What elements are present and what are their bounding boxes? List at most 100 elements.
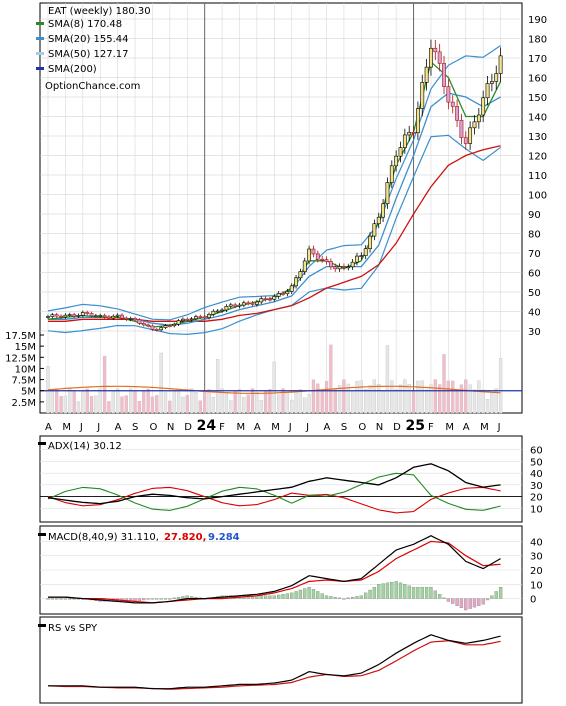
volume-bar [76,401,81,414]
volume-bar [246,394,250,414]
volume-bar [468,384,472,414]
macd-histogram-bar [63,598,68,600]
volume-bar [94,395,98,414]
price-tick-label: 100 [528,191,547,202]
macd-lines [48,535,501,604]
volume-bar [390,380,394,414]
macd-histogram-bar [394,581,398,599]
volume-bar [168,400,172,414]
volume-bar [133,391,137,414]
macd-histogram-bar [438,594,442,599]
volume-bar [268,389,272,414]
candle-body [359,255,364,257]
macd-histogram-bar [163,598,168,600]
macd-histogram-bar [342,598,346,600]
macd-histogram-bar [350,596,355,599]
volume-bar [307,394,311,414]
price-tick-label: 150 [528,93,547,104]
volume-bar [259,400,263,414]
month-axis: A M J J A S O N D 24 F M A M J J A S O N D 25 F M A M J [45,418,501,434]
macd-swatch [38,533,46,536]
macd-histogram-bar [377,584,381,599]
volume-bar [433,379,437,414]
macd-histogram-bar [311,589,316,599]
volume-bar [420,380,424,414]
candle-body [463,137,468,144]
candle-body [80,312,85,316]
legend-sma8: SMA(8) 170.48 [48,19,122,30]
volume-bar [242,397,246,414]
macd-histogram-bar [424,586,429,599]
macd-histogram-bar [398,582,403,599]
candle-body [263,298,268,300]
month-label: F [219,422,225,433]
volume-bar [55,388,59,414]
volume-bar [290,399,294,414]
price-tick-label: 60 [528,269,541,280]
candle-body [189,318,194,321]
candle-body [67,314,72,316]
macd-histogram-bar [407,585,411,599]
candle-body [76,315,81,317]
candle-body [376,216,381,225]
price-tick-label: 50 [528,288,541,299]
macd-histogram-bar [290,592,294,599]
candle-body [237,304,242,307]
candle-body [402,134,407,148]
candle-body [146,324,150,327]
candle-body [102,315,107,318]
candle-body [433,47,438,53]
macd-histogram-bar [490,595,494,599]
candle-body [176,320,181,325]
candle-body [111,315,116,319]
month-label: J [288,422,292,433]
candle-body [337,266,342,270]
volume-bar [498,357,503,414]
volume-tick-label: 10M [15,364,36,375]
candle-body [389,165,394,183]
candle-body [459,120,464,138]
price-tick-label: 30 [528,327,541,338]
macd-histogram-bar [320,593,324,599]
candle-body [381,203,385,218]
candle-body [476,114,481,123]
month-label: A [324,422,331,433]
volume-bar [59,395,63,414]
macd-histogram-bar [159,598,163,600]
volume-bar [255,392,259,414]
rs-swatch [38,624,46,627]
month-label: N [376,422,383,433]
candle-body [472,121,477,129]
candle-body [163,325,168,328]
candle-body [272,296,277,300]
volume-bar [185,394,189,414]
volume-bar [446,380,451,414]
macd-histogram-bar [416,586,420,599]
month-label: S [132,422,138,433]
legend-swatch-sma8 [36,22,44,25]
month-label: J [305,422,309,433]
volume-bar [194,391,198,414]
panel-tick-label: 50 [530,457,543,468]
macd-signal-value: 27.820, [164,532,206,543]
macd-histogram-bar [316,591,320,599]
price-tick-label: 160 [528,74,547,85]
candle-body [285,291,290,295]
month-label: N [167,422,174,433]
volume-bar [368,384,372,414]
month-label: A [254,422,261,433]
candle-body [107,316,111,319]
candle-body [481,97,486,116]
month-label: S [341,422,347,433]
candle-body [442,63,446,87]
month-label: 25 [406,418,425,434]
macd-hist-value: 9.284 [208,532,240,543]
macd-axis: 40 30 20 10 0 [530,537,543,605]
candle-body [98,315,103,317]
price-tick-label: 140 [528,113,547,124]
price-tick-label: 70 [528,249,541,260]
macd-histogram-bar [333,596,337,599]
candle-body [50,314,55,317]
